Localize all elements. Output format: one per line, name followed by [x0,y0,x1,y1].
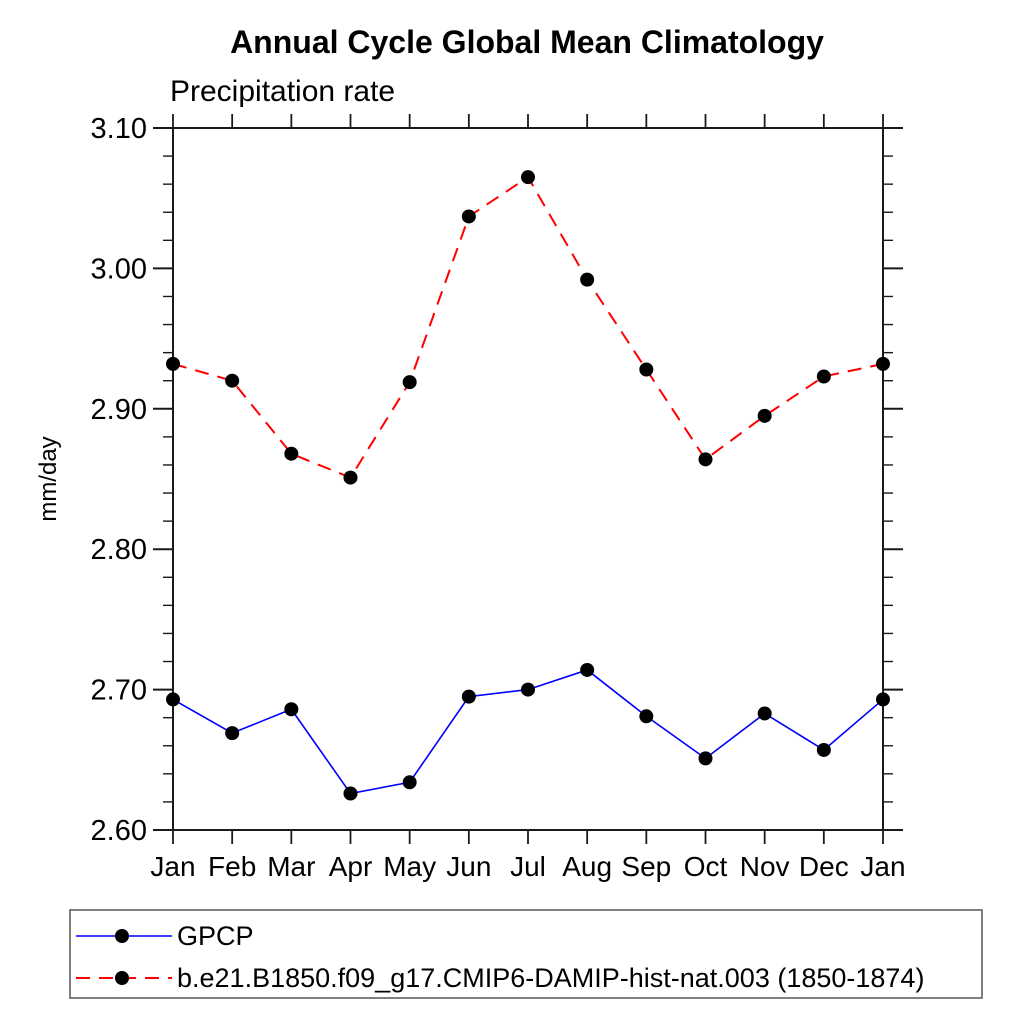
y-axis-label: mm/day [35,436,62,521]
plot-series [166,170,890,801]
x-tick-label: Jun [446,851,491,882]
data-point-marker [698,751,713,766]
legend-box [69,909,983,999]
legend-marker [115,929,129,943]
x-tick-label: Jan [860,851,905,882]
data-point-marker [166,356,180,371]
x-tick-label: Nov [740,851,790,882]
x-tick-label: Sep [621,851,671,882]
legend-label: b.e21.B1850.f09_g17.CMIP6-DAMIP-hist-nat… [177,963,924,993]
y-axis-ticks: 2.60 2.70 2.80 2.90 3.00 3.10 [91,113,903,847]
x-tick-label: Mar [267,851,315,882]
x-tick-label: Oct [684,851,728,882]
data-point-marker [521,170,535,185]
data-point-marker [521,682,535,697]
data-point-marker [816,369,831,384]
data-point-marker [757,408,772,423]
x-tick-label: Aug [562,851,612,882]
data-point-marker [698,452,713,467]
data-point-marker [343,786,358,801]
data-point-marker [225,373,240,388]
data-point-marker [580,272,595,287]
data-point-marker [284,702,299,717]
data-point-marker [343,470,358,485]
y-tick-label: 2.90 [91,394,147,426]
y-tick-label: 3.10 [91,113,147,145]
x-tick-label: May [383,851,436,882]
x-tick-label: Jul [510,851,546,882]
data-point-marker [225,726,240,741]
series-line-model [172,175,884,479]
x-tick-label: Feb [208,851,256,882]
data-point-marker [639,709,654,724]
legend-marker [115,971,129,985]
data-point-marker [639,362,654,377]
y-tick-label: 2.60 [91,815,147,847]
data-point-marker [284,446,299,461]
legend: GPCP b.e21.B1850.f09_g17.CMIP6-DAMIP-hist… [69,909,983,999]
y-tick-label: 3.00 [91,253,147,285]
data-point-marker [816,742,831,757]
plot-frame [172,127,884,831]
legend-entry: b.e21.B1850.f09_g17.CMIP6-DAMIP-hist-nat… [76,963,924,993]
legend-label: GPCP [177,921,254,951]
chart-subtitle: Precipitation rate [170,75,395,108]
chart-title: Annual Cycle Global Mean Climatology [230,24,824,60]
data-point-marker [461,209,476,224]
y-tick-label: 2.80 [91,534,147,566]
x-tick-label: Dec [799,851,849,882]
legend-entry: GPCP [76,921,254,951]
x-tick-label: Jan [150,851,195,882]
data-point-marker [757,706,772,721]
x-tick-label: Apr [329,851,373,882]
x-axis-ticks: Jan Feb Mar Apr May Jun Jul Aug Sep Oct Nov Dec Jan [150,114,906,882]
data-point-marker [402,375,417,390]
data-point-marker [166,692,180,707]
data-point-marker [402,775,417,790]
data-point-marker [876,356,890,371]
data-point-marker [876,692,890,707]
data-point-marker [580,662,595,677]
data-point-marker [461,689,476,704]
y-tick-label: 2.70 [91,675,147,707]
axes-frame [172,127,884,831]
